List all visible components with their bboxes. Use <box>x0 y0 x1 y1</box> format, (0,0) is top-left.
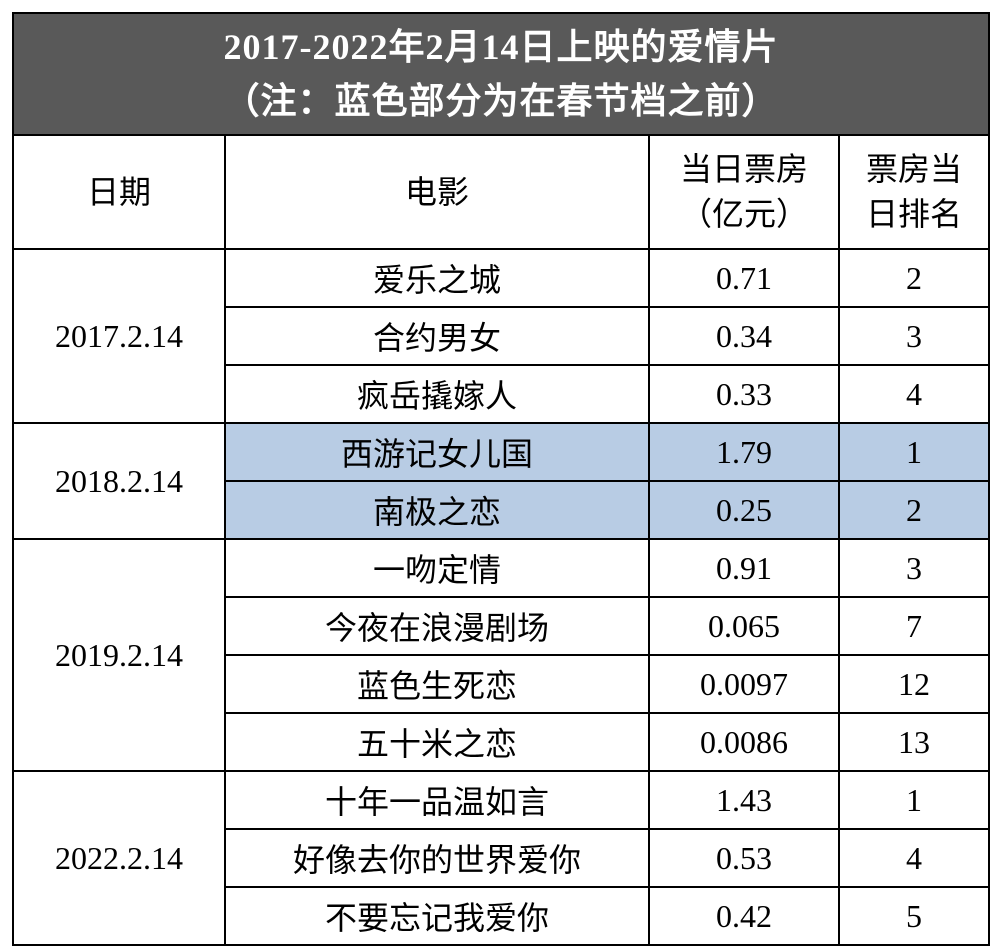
movie-cell: 合约男女 <box>225 307 649 365</box>
box-office-cell: 0.065 <box>649 597 839 655</box>
box-office-cell: 0.53 <box>649 829 839 887</box>
movie-cell: 一吻定情 <box>225 539 649 597</box>
movie-cell: 蓝色生死恋 <box>225 655 649 713</box>
header-date: 日期 <box>13 135 225 249</box>
movie-cell: 不要忘记我爱你 <box>225 887 649 945</box>
header-row: 日期 电影 当日票房 （亿元） 票房当 日排名 <box>13 135 989 249</box>
date-cell: 2018.2.14 <box>13 423 225 539</box>
table-row: 2019.2.14一吻定情0.913 <box>13 539 989 597</box>
header-movie: 电影 <box>225 135 649 249</box>
date-cell: 2019.2.14 <box>13 539 225 771</box>
movie-cell: 五十米之恋 <box>225 713 649 771</box>
header-box-office: 当日票房 （亿元） <box>649 135 839 249</box>
rank-cell: 2 <box>839 249 989 307</box>
box-office-cell: 0.34 <box>649 307 839 365</box>
box-office-cell: 0.33 <box>649 365 839 423</box>
movie-cell: 西游记女儿国 <box>225 423 649 481</box>
movie-cell: 爱乐之城 <box>225 249 649 307</box>
table-row: 2017.2.14爱乐之城0.712 <box>13 249 989 307</box>
box-office-cell: 0.25 <box>649 481 839 539</box>
rank-cell: 7 <box>839 597 989 655</box>
rank-cell: 1 <box>839 423 989 481</box>
date-cell: 2017.2.14 <box>13 249 225 423</box>
table-title: 2017-2022年2月14日上映的爱情片 （注：蓝色部分为在春节档之前） <box>13 13 989 135</box>
movie-table: 2017-2022年2月14日上映的爱情片 （注：蓝色部分为在春节档之前） 日期… <box>12 12 990 946</box>
rank-cell: 1 <box>839 771 989 829</box>
rank-cell: 12 <box>839 655 989 713</box>
box-office-cell: 0.0097 <box>649 655 839 713</box>
title-line-2: （注：蓝色部分为在春节档之前） <box>224 81 779 121</box>
box-office-cell: 1.79 <box>649 423 839 481</box>
rank-cell: 13 <box>839 713 989 771</box>
header-rank: 票房当 日排名 <box>839 135 989 249</box>
rank-cell: 2 <box>839 481 989 539</box>
box-office-cell: 0.42 <box>649 887 839 945</box>
title-line-1: 2017-2022年2月14日上映的爱情片 <box>224 27 779 67</box>
rank-cell: 3 <box>839 539 989 597</box>
title-row: 2017-2022年2月14日上映的爱情片 （注：蓝色部分为在春节档之前） <box>13 13 989 135</box>
rank-cell: 4 <box>839 365 989 423</box>
date-cell: 2022.2.14 <box>13 771 225 945</box>
rank-cell: 5 <box>839 887 989 945</box>
table-body: 2017-2022年2月14日上映的爱情片 （注：蓝色部分为在春节档之前） 日期… <box>13 13 989 945</box>
rank-cell: 3 <box>839 307 989 365</box>
rank-cell: 4 <box>839 829 989 887</box>
box-office-cell: 0.71 <box>649 249 839 307</box>
box-office-cell: 0.0086 <box>649 713 839 771</box>
movie-cell: 好像去你的世界爱你 <box>225 829 649 887</box>
movie-cell: 南极之恋 <box>225 481 649 539</box>
movie-cell: 十年一品温如言 <box>225 771 649 829</box>
box-office-cell: 0.91 <box>649 539 839 597</box>
movie-cell: 今夜在浪漫剧场 <box>225 597 649 655</box>
movie-cell: 疯岳撬嫁人 <box>225 365 649 423</box>
table-row: 2022.2.14十年一品温如言1.431 <box>13 771 989 829</box>
table-row: 2018.2.14西游记女儿国1.791 <box>13 423 989 481</box>
box-office-cell: 1.43 <box>649 771 839 829</box>
